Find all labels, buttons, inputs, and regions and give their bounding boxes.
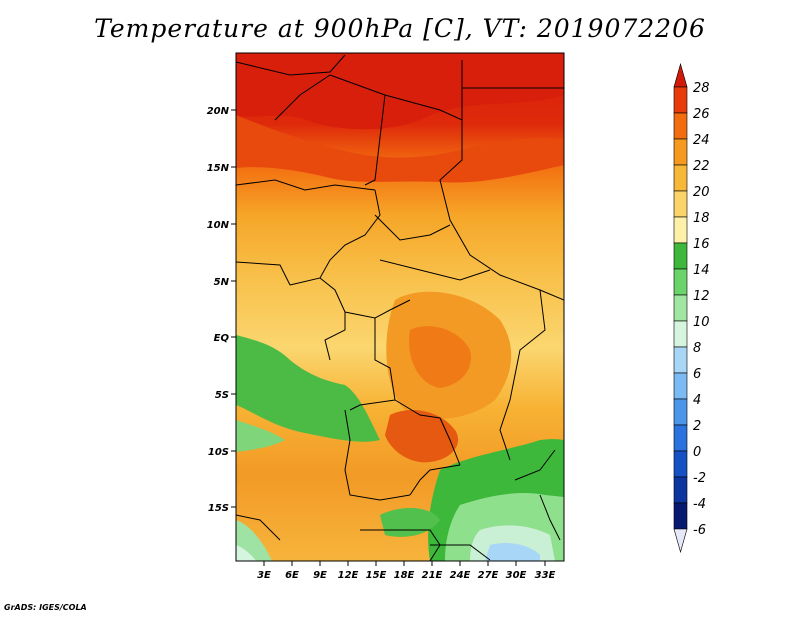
colorbar-label: 2 <box>693 419 701 434</box>
lon-tick-9E: 9E <box>313 561 327 581</box>
map-title: Temperature at 900hPa [C], VT: 201907220… <box>94 14 706 43</box>
colorbar-label: -2 <box>693 471 706 486</box>
lon-axis: 3E 6E 9E 12E 15E 18E 21E 24E 27E 30E 33E <box>257 561 556 581</box>
lon-tick-label: 6E <box>285 570 299 581</box>
colorbar-label: 6 <box>693 367 701 382</box>
colorbar-segment <box>673 398 688 426</box>
colorbar-label: 8 <box>693 341 701 356</box>
colorbar-segment <box>673 294 688 322</box>
temperature-field <box>236 53 564 561</box>
colorbar-segment <box>673 320 688 348</box>
lat-tick-10S: 10S <box>208 447 236 458</box>
lon-tick-30E: 30E <box>506 561 527 581</box>
colorbar-segment <box>673 424 688 452</box>
colorbar-segment <box>673 268 688 296</box>
lat-tick-label: 5S <box>215 390 229 401</box>
colorbar-segment <box>673 112 688 140</box>
colorbar-label: 26 <box>693 107 710 122</box>
colorbar-label: 22 <box>693 159 710 174</box>
lat-tick-10N: 10N <box>207 220 236 231</box>
colorbar-segment <box>673 138 688 166</box>
lon-tick-3E: 3E <box>257 561 271 581</box>
colorbar-segment <box>673 216 688 244</box>
colorbar-segment <box>673 190 688 218</box>
colorbar-segment <box>673 242 688 270</box>
lon-tick-label: 21E <box>422 570 443 581</box>
colorbar-label: 16 <box>693 237 710 252</box>
colorbar-segment <box>673 164 688 192</box>
lat-tick-20N: 20N <box>207 106 236 117</box>
colorbar-label: 28 <box>693 81 710 96</box>
lon-tick-24E: 24E <box>450 561 471 581</box>
footer-credit: GrADS: IGES/COLA <box>4 603 87 612</box>
lon-tick-label: 33E <box>535 570 556 581</box>
lat-tick-15S: 15S <box>208 503 236 514</box>
colorbar-label: 18 <box>693 211 710 226</box>
lat-tick-label: EQ <box>214 333 230 344</box>
colorbar-label: 0 <box>693 445 701 460</box>
lon-tick-6E: 6E <box>285 561 299 581</box>
colorbar-segment <box>673 476 688 504</box>
colorbar-segment <box>673 450 688 478</box>
lon-tick-label: 3E <box>257 570 271 581</box>
colorbar-label: 20 <box>693 185 710 200</box>
colorbar-segment <box>673 502 688 530</box>
country-borders <box>236 54 564 561</box>
lon-tick-label: 30E <box>506 570 527 581</box>
lon-tick-label: 15E <box>366 570 387 581</box>
colorbar-label: -6 <box>693 523 706 538</box>
lat-tick-EQ: EQ <box>214 333 236 344</box>
colorbar-top-arrow <box>673 62 688 88</box>
lat-tick-label: 15S <box>208 503 229 514</box>
map-frame <box>235 52 565 562</box>
lat-tick-label: 10N <box>207 220 230 231</box>
lon-tick-label: 18E <box>394 570 415 581</box>
lat-tick-5S: 5S <box>215 390 236 401</box>
lat-axis: 20N 15N 10N 5N EQ 5S 10S 15S <box>207 106 236 514</box>
lon-tick-21E: 21E <box>422 561 443 581</box>
colorbar-segment <box>673 346 688 374</box>
colorbar-label: 14 <box>693 263 710 278</box>
colorbar-label: 10 <box>693 315 710 330</box>
lon-tick-33E: 33E <box>535 561 556 581</box>
colorbar-bottom-arrow <box>673 528 688 554</box>
colorbar-label: -4 <box>693 497 706 512</box>
colorbar-label: 24 <box>693 133 710 148</box>
lon-tick-18E: 18E <box>394 561 415 581</box>
lat-tick-label: 15N <box>207 163 230 174</box>
lon-tick-label: 12E <box>338 570 359 581</box>
lat-tick-label: 20N <box>207 106 230 117</box>
lat-tick-label: 10S <box>208 447 229 458</box>
lon-tick-12E: 12E <box>338 561 359 581</box>
colorbar-label: 12 <box>693 289 710 304</box>
colorbar-segment <box>673 86 688 114</box>
lon-tick-15E: 15E <box>366 561 387 581</box>
colorbar-segment <box>673 372 688 400</box>
lat-tick-5N: 5N <box>214 277 236 288</box>
lon-tick-27E: 27E <box>478 561 499 581</box>
lat-tick-15N: 15N <box>207 163 236 174</box>
lon-tick-label: 24E <box>450 570 471 581</box>
lat-tick-label: 5N <box>214 277 230 288</box>
lon-tick-label: 9E <box>313 570 327 581</box>
colorbar-label: 4 <box>693 393 701 408</box>
lon-tick-label: 27E <box>478 570 499 581</box>
